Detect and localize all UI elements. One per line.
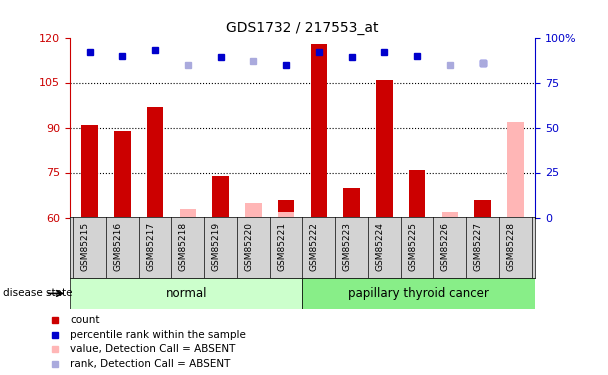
Text: GSM85215: GSM85215 bbox=[81, 222, 89, 272]
Text: papillary thyroid cancer: papillary thyroid cancer bbox=[348, 287, 489, 300]
Text: rank, Detection Call = ABSENT: rank, Detection Call = ABSENT bbox=[70, 359, 230, 369]
Text: GSM85220: GSM85220 bbox=[244, 222, 254, 271]
Bar bbox=[344, 188, 360, 218]
Bar bbox=[507, 122, 523, 218]
Bar bbox=[179, 209, 196, 218]
Bar bbox=[147, 106, 164, 218]
Bar bbox=[474, 200, 491, 217]
Text: count: count bbox=[70, 315, 100, 326]
Bar bbox=[114, 130, 131, 218]
Text: disease state: disease state bbox=[3, 288, 72, 298]
Text: GSM85223: GSM85223 bbox=[343, 222, 351, 271]
Bar bbox=[376, 80, 393, 218]
Text: GSM85228: GSM85228 bbox=[506, 222, 516, 271]
Bar bbox=[81, 124, 98, 217]
Bar bbox=[278, 211, 294, 217]
Bar bbox=[70, 278, 302, 309]
Text: GSM85226: GSM85226 bbox=[441, 222, 450, 271]
Text: GSM85217: GSM85217 bbox=[146, 222, 155, 272]
Bar bbox=[441, 211, 458, 217]
Text: GSM85216: GSM85216 bbox=[113, 222, 122, 272]
Text: GSM85225: GSM85225 bbox=[408, 222, 417, 271]
Bar bbox=[409, 170, 426, 217]
Text: GSM85221: GSM85221 bbox=[277, 222, 286, 271]
Text: percentile rank within the sample: percentile rank within the sample bbox=[70, 330, 246, 340]
Text: normal: normal bbox=[165, 287, 207, 300]
Text: value, Detection Call = ABSENT: value, Detection Call = ABSENT bbox=[70, 345, 235, 354]
Bar bbox=[245, 202, 261, 217]
Text: GSM85222: GSM85222 bbox=[310, 222, 319, 271]
Bar bbox=[278, 200, 294, 217]
Text: GSM85227: GSM85227 bbox=[474, 222, 483, 271]
Bar bbox=[302, 278, 535, 309]
Bar bbox=[311, 44, 327, 218]
Text: GSM85224: GSM85224 bbox=[375, 222, 384, 271]
Bar bbox=[212, 176, 229, 217]
Text: GSM85219: GSM85219 bbox=[212, 222, 221, 272]
Text: GSM85218: GSM85218 bbox=[179, 222, 188, 272]
Title: GDS1732 / 217553_at: GDS1732 / 217553_at bbox=[226, 21, 379, 35]
